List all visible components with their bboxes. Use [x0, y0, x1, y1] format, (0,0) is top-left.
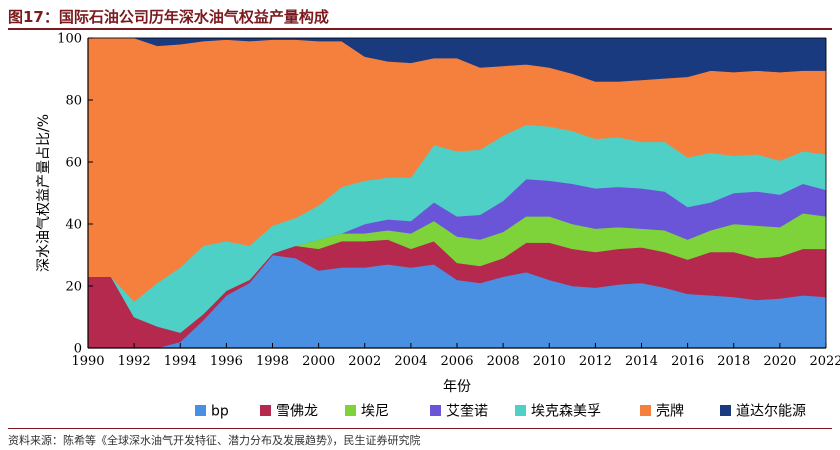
legend-label: 埃尼 — [361, 404, 389, 420]
legend-label: bp — [211, 404, 229, 420]
x-tick-label: 2000 — [302, 354, 335, 369]
footer-rule — [8, 428, 832, 429]
y-tick-label: 100 — [57, 32, 82, 47]
x-tick-label: 2006 — [440, 354, 473, 369]
legend-swatch — [430, 405, 441, 416]
x-tick-label: 2018 — [717, 354, 750, 369]
x-tick-label: 2004 — [394, 354, 427, 369]
legend-swatch — [515, 405, 526, 416]
legend-label: 艾奎诺 — [446, 404, 488, 420]
x-tick-label: 2016 — [671, 354, 704, 369]
y-tick-label: 80 — [65, 94, 82, 109]
legend-swatch — [345, 405, 356, 416]
x-tick-label: 2012 — [579, 354, 612, 369]
x-tick-label: 1994 — [164, 354, 197, 369]
legend-label: 雪佛龙 — [276, 404, 318, 420]
x-tick-label: 1992 — [118, 354, 151, 369]
x-tick-labels: 1990 1992 1994 1996 1998 2000 2002 2004 2006 2008… — [71, 343, 840, 369]
y-tick-label: 0 — [74, 342, 82, 357]
area-series-group — [87, 37, 827, 349]
figure-title: 图17：国际石油公司历年深水油气权益产量构成 — [8, 8, 329, 26]
y-tick-labels: 0 20 40 60 80 100 — [57, 32, 93, 357]
legend-label: 埃克森美孚 — [531, 404, 601, 420]
legend-label: 壳牌 — [656, 403, 684, 420]
x-tick-label: 1996 — [210, 354, 243, 369]
legend-label: 道达尔能源 — [736, 404, 806, 420]
x-tick-label: 2022 — [809, 354, 840, 369]
title-rule — [8, 28, 832, 30]
legend-swatch — [640, 405, 651, 416]
x-tick-label: 1990 — [71, 354, 104, 369]
x-tick-label: 2020 — [763, 354, 796, 369]
legend: bp 雪佛龙 埃尼 艾奎诺 埃克森美孚 壳牌 道达尔能源 — [195, 403, 806, 420]
y-tick-label: 60 — [65, 156, 82, 171]
x-axis-title: 年份 — [443, 379, 471, 395]
legend-swatch — [260, 405, 271, 416]
legend-swatch — [195, 405, 206, 416]
x-tick-label: 2002 — [348, 354, 381, 369]
x-tick-label: 2008 — [487, 354, 520, 369]
y-axis-title: 深水油气权益产量占比/% — [36, 114, 52, 272]
y-tick-label: 40 — [65, 218, 82, 233]
y-tick-label: 20 — [65, 280, 82, 295]
x-tick-label: 2010 — [533, 354, 566, 369]
x-tick-label: 2014 — [625, 354, 658, 369]
source-note: 资料来源：陈希等《全球深水油气开发特征、潜力分布及发展趋势》，民生证券研究院 — [8, 434, 421, 447]
x-tick-label: 1998 — [256, 354, 289, 369]
legend-swatch — [720, 405, 731, 416]
